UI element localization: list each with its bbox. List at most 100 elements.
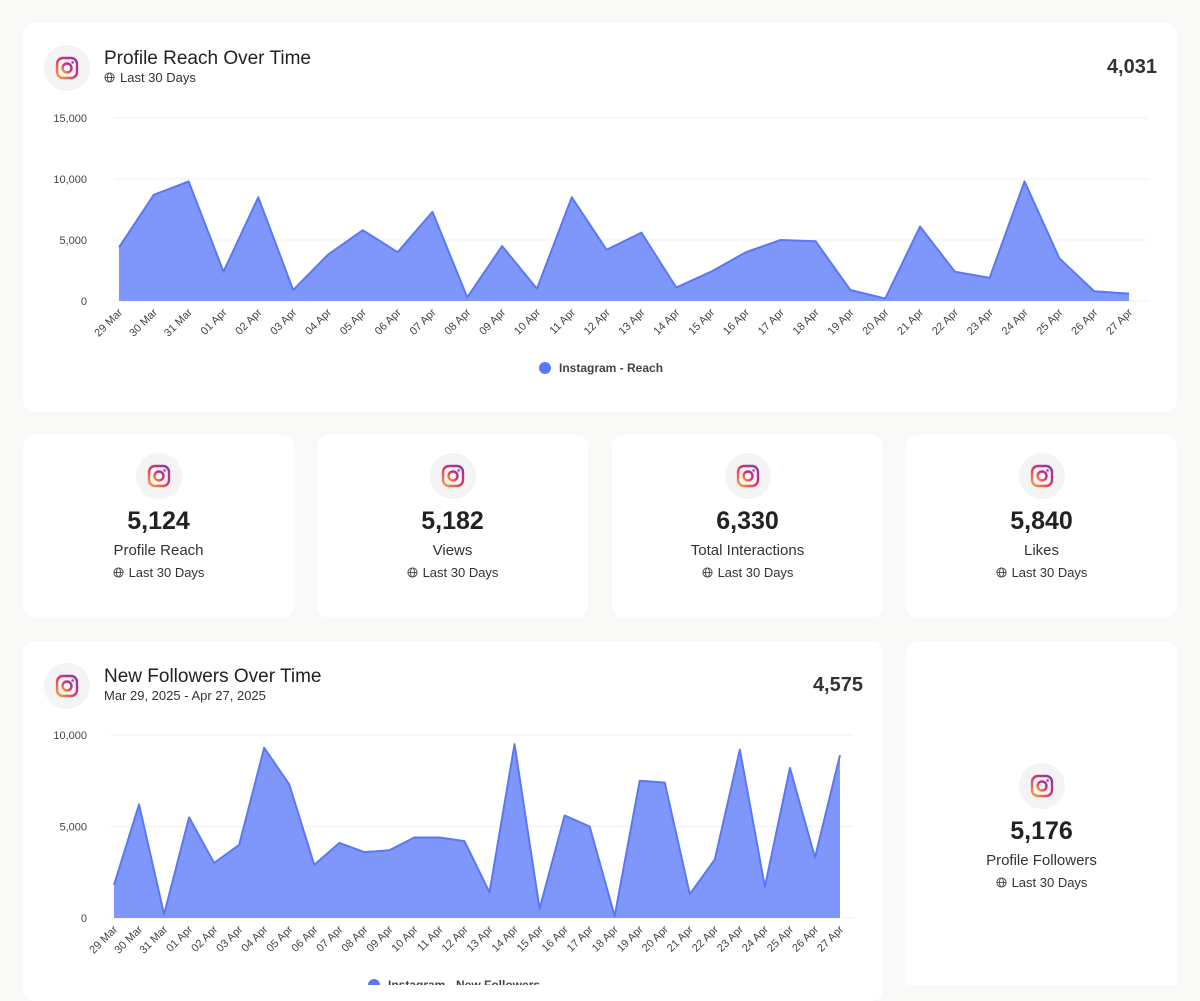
data-point[interactable] bbox=[487, 889, 493, 895]
data-point[interactable] bbox=[708, 269, 714, 275]
data-point[interactable] bbox=[186, 814, 192, 820]
legend-item[interactable]: Instagram - New Followers bbox=[368, 978, 540, 985]
data-point[interactable] bbox=[762, 884, 768, 890]
data-point[interactable] bbox=[612, 913, 618, 919]
data-point[interactable] bbox=[1056, 255, 1062, 261]
x-tick-label: 10 Apr bbox=[512, 306, 543, 337]
data-point[interactable] bbox=[537, 906, 543, 912]
data-point[interactable] bbox=[638, 230, 644, 236]
data-point[interactable] bbox=[436, 834, 442, 840]
data-point[interactable] bbox=[882, 296, 888, 302]
data-point[interactable] bbox=[534, 286, 540, 292]
x-tick-label: 03 Apr bbox=[214, 923, 245, 954]
x-tick-label: 07 Apr bbox=[408, 306, 439, 337]
globe-icon bbox=[407, 567, 418, 578]
kpi-label: Likes bbox=[1023, 542, 1060, 559]
x-tick-label: 11 Apr bbox=[547, 306, 578, 337]
data-point[interactable] bbox=[813, 238, 819, 244]
data-point[interactable] bbox=[395, 249, 401, 255]
data-point[interactable] bbox=[361, 849, 367, 855]
globe-icon bbox=[113, 567, 124, 578]
data-point[interactable] bbox=[461, 838, 467, 844]
data-point[interactable] bbox=[847, 287, 853, 293]
y-tick-label: 0 bbox=[81, 913, 87, 925]
x-tick-label: 13 Apr bbox=[465, 923, 496, 954]
data-point[interactable] bbox=[562, 813, 568, 819]
x-tick-label: 17 Apr bbox=[756, 306, 787, 337]
kpi-card-total-interactions: 6,330 Total Interactions Last 30 Days bbox=[612, 435, 883, 618]
data-point[interactable] bbox=[290, 287, 296, 293]
data-point[interactable] bbox=[743, 249, 749, 255]
data-point[interactable] bbox=[512, 741, 518, 747]
x-tick-label: 23 Apr bbox=[715, 923, 746, 954]
kpi-label: Views bbox=[432, 542, 473, 559]
data-point[interactable] bbox=[778, 237, 784, 243]
data-point[interactable] bbox=[1022, 178, 1028, 184]
data-point[interactable] bbox=[812, 855, 818, 861]
x-tick-label: 09 Apr bbox=[365, 923, 396, 954]
globe-icon bbox=[702, 567, 713, 578]
data-point[interactable] bbox=[116, 244, 122, 250]
data-point[interactable] bbox=[673, 285, 679, 291]
data-point[interactable] bbox=[411, 834, 417, 840]
instagram-icon bbox=[429, 453, 476, 499]
followers-subtitle: Mar 29, 2025 - Apr 27, 2025 bbox=[104, 688, 266, 703]
x-tick-label: 06 Apr bbox=[373, 306, 404, 337]
x-tick-label: 01 Apr bbox=[164, 923, 195, 954]
instagram-icon bbox=[724, 453, 771, 499]
data-point[interactable] bbox=[662, 780, 668, 786]
data-point[interactable] bbox=[429, 209, 435, 215]
data-point[interactable] bbox=[737, 747, 743, 753]
data-point[interactable] bbox=[464, 294, 470, 300]
data-point[interactable] bbox=[604, 247, 610, 253]
data-point[interactable] bbox=[136, 802, 142, 808]
kpi-card-profile-followers: 5,176 Profile Followers Last 30 Days bbox=[906, 641, 1177, 985]
y-tick-label: 0 bbox=[81, 296, 87, 308]
data-point[interactable] bbox=[687, 891, 693, 897]
x-tick-label: 19 Apr bbox=[826, 306, 857, 337]
instagram-icon bbox=[44, 45, 90, 91]
data-point[interactable] bbox=[587, 824, 593, 830]
data-point[interactable] bbox=[111, 882, 117, 888]
data-point[interactable] bbox=[987, 275, 993, 281]
x-tick-label: 21 Apr bbox=[895, 306, 926, 337]
x-tick-label: 15 Apr bbox=[686, 306, 717, 337]
data-point[interactable] bbox=[261, 745, 267, 751]
data-point[interactable] bbox=[220, 269, 226, 275]
data-point[interactable] bbox=[311, 862, 317, 868]
data-point[interactable] bbox=[1126, 291, 1132, 297]
data-point[interactable] bbox=[186, 178, 192, 184]
data-point[interactable] bbox=[151, 192, 157, 198]
x-tick-label: 29 Mar bbox=[92, 306, 125, 339]
kpi-label: Profile Followers bbox=[986, 852, 1097, 869]
data-point[interactable] bbox=[499, 243, 505, 249]
data-point[interactable] bbox=[386, 847, 392, 853]
data-point[interactable] bbox=[569, 194, 575, 200]
data-point[interactable] bbox=[1091, 288, 1097, 294]
kpi-card-likes: 5,840 Likes Last 30 Days bbox=[906, 435, 1177, 618]
data-point[interactable] bbox=[787, 765, 793, 771]
data-point[interactable] bbox=[637, 778, 643, 784]
kpi-period: Last 30 Days bbox=[906, 565, 1177, 580]
x-tick-label: 16 Apr bbox=[540, 923, 571, 954]
data-point[interactable] bbox=[952, 269, 958, 275]
x-tick-label: 04 Apr bbox=[239, 923, 270, 954]
data-point[interactable] bbox=[360, 227, 366, 233]
x-tick-label: 05 Apr bbox=[338, 306, 369, 337]
data-point[interactable] bbox=[336, 840, 342, 846]
data-point[interactable] bbox=[325, 252, 331, 258]
data-point[interactable] bbox=[236, 842, 242, 848]
data-point[interactable] bbox=[211, 860, 217, 866]
legend-label: Instagram - Reach bbox=[559, 361, 663, 375]
data-point[interactable] bbox=[161, 911, 167, 917]
data-point[interactable] bbox=[286, 781, 292, 787]
data-point[interactable] bbox=[917, 224, 923, 230]
followers-card: New Followers Over Time Mar 29, 2025 - A… bbox=[23, 641, 883, 1001]
data-point[interactable] bbox=[255, 194, 261, 200]
data-point[interactable] bbox=[712, 856, 718, 862]
reach-chart: 0 5,000 10,000 15,000 29 Mar 30 Mar 31 Mar 01 A… bbox=[53, 113, 1148, 375]
data-point[interactable] bbox=[837, 752, 843, 758]
legend-item[interactable]: Instagram - Reach bbox=[539, 361, 663, 375]
kpi-value: 5,840 bbox=[1010, 507, 1073, 535]
y-tick-label: 5,000 bbox=[59, 822, 87, 834]
